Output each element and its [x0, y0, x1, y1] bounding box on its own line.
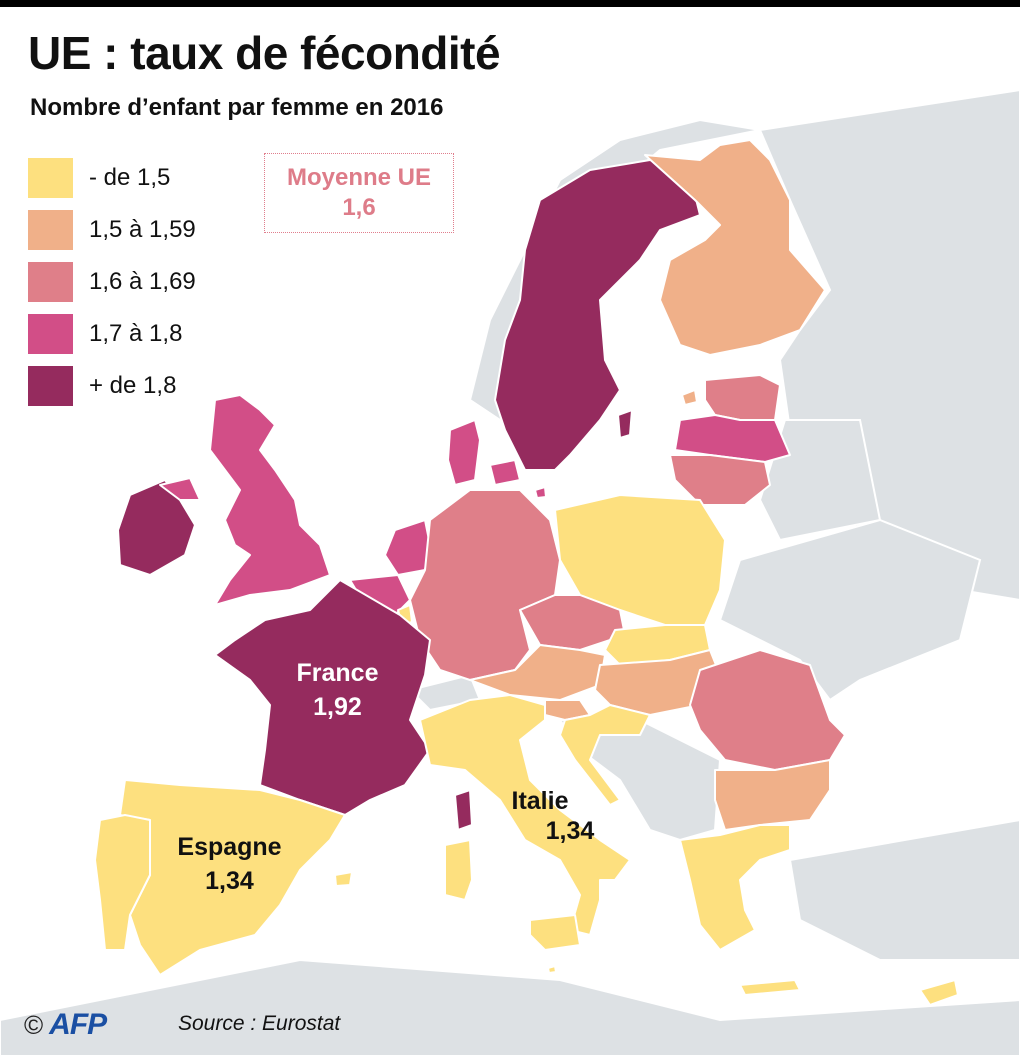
country-crete — [739, 979, 801, 996]
country-malta — [547, 965, 557, 974]
legend-label: 1,5 à 1,59 — [89, 216, 196, 243]
land-ukraine — [718, 518, 982, 702]
france-name: France — [296, 659, 379, 687]
eu-countries — [94, 139, 959, 1006]
france-value: 1,92 — [313, 693, 362, 721]
source-credit: Source : Eurostat — [178, 1012, 341, 1035]
top-bar — [0, 0, 1020, 7]
map-title: UE : taux de fécondité — [28, 27, 501, 79]
map-subtitle: Nombre d’enfant par femme en 2016 — [30, 94, 444, 121]
legend-label: 1,6 à 1,69 — [89, 268, 196, 295]
country-italy — [419, 694, 631, 936]
legend-item: 1,7 à 1,8 — [28, 308, 196, 360]
copyright-icon: © — [24, 1009, 44, 1040]
eu-average-value: 1,6 — [342, 194, 376, 221]
legend-label: - de 1,5 — [89, 164, 171, 191]
country-latvia — [674, 414, 791, 463]
country-lithuania — [669, 454, 771, 506]
country-denmark — [447, 419, 521, 486]
legend: - de 1,5 1,5 à 1,59 1,6 à 1,69 1,7 à 1,8… — [28, 152, 196, 412]
land-turkey — [788, 818, 1020, 961]
country-portugal — [94, 814, 151, 951]
land-north-africa — [0, 958, 1020, 1056]
footer: © AFP — [24, 1008, 107, 1042]
country-gotland — [617, 409, 633, 439]
country-united-kingdom — [209, 394, 331, 606]
espagne-value: 1,34 — [205, 867, 254, 895]
country-greece — [679, 824, 791, 951]
country-sardinia — [444, 839, 473, 901]
country-netherlands — [384, 519, 431, 576]
legend-swatch — [28, 210, 73, 250]
country-france — [214, 579, 431, 816]
legend-item: 1,6 à 1,69 — [28, 256, 196, 308]
legend-swatch — [28, 314, 73, 354]
france-label: France 1,92 — [270, 656, 405, 724]
country-sicily — [529, 914, 581, 951]
espagne-name: Espagne — [177, 833, 282, 861]
legend-label: + de 1,8 — [89, 372, 177, 399]
legend-swatch — [28, 158, 73, 198]
eu-average-box: Moyenne UE 1,6 — [264, 153, 454, 233]
legend-swatch — [28, 366, 73, 406]
country-corsica — [454, 789, 473, 831]
italie-name: Italie — [511, 787, 569, 815]
country-bornholm — [534, 486, 547, 499]
country-aland — [681, 389, 698, 406]
country-finland — [644, 139, 826, 356]
country-northern-ireland — [159, 477, 201, 501]
espagne-label: Espagne 1,34 — [162, 830, 297, 898]
country-bulgaria — [714, 759, 831, 831]
country-austria — [469, 644, 606, 701]
afp-logo: AFP — [49, 1008, 107, 1041]
italie-value: 1,34 — [545, 817, 595, 845]
country-baleares — [334, 871, 353, 887]
legend-item: + de 1,8 — [28, 360, 196, 412]
non-eu-background — [0, 88, 1020, 1056]
country-estonia — [704, 374, 781, 421]
legend-item: 1,5 à 1,59 — [28, 204, 196, 256]
legend-swatch — [28, 262, 73, 302]
country-germany — [409, 489, 561, 681]
legend-label: 1,7 à 1,8 — [89, 320, 183, 347]
eu-average-label: Moyenne UE — [286, 164, 432, 191]
country-croatia — [559, 704, 651, 806]
legend-item: - de 1,5 — [28, 152, 196, 204]
country-cyprus — [919, 979, 959, 1006]
